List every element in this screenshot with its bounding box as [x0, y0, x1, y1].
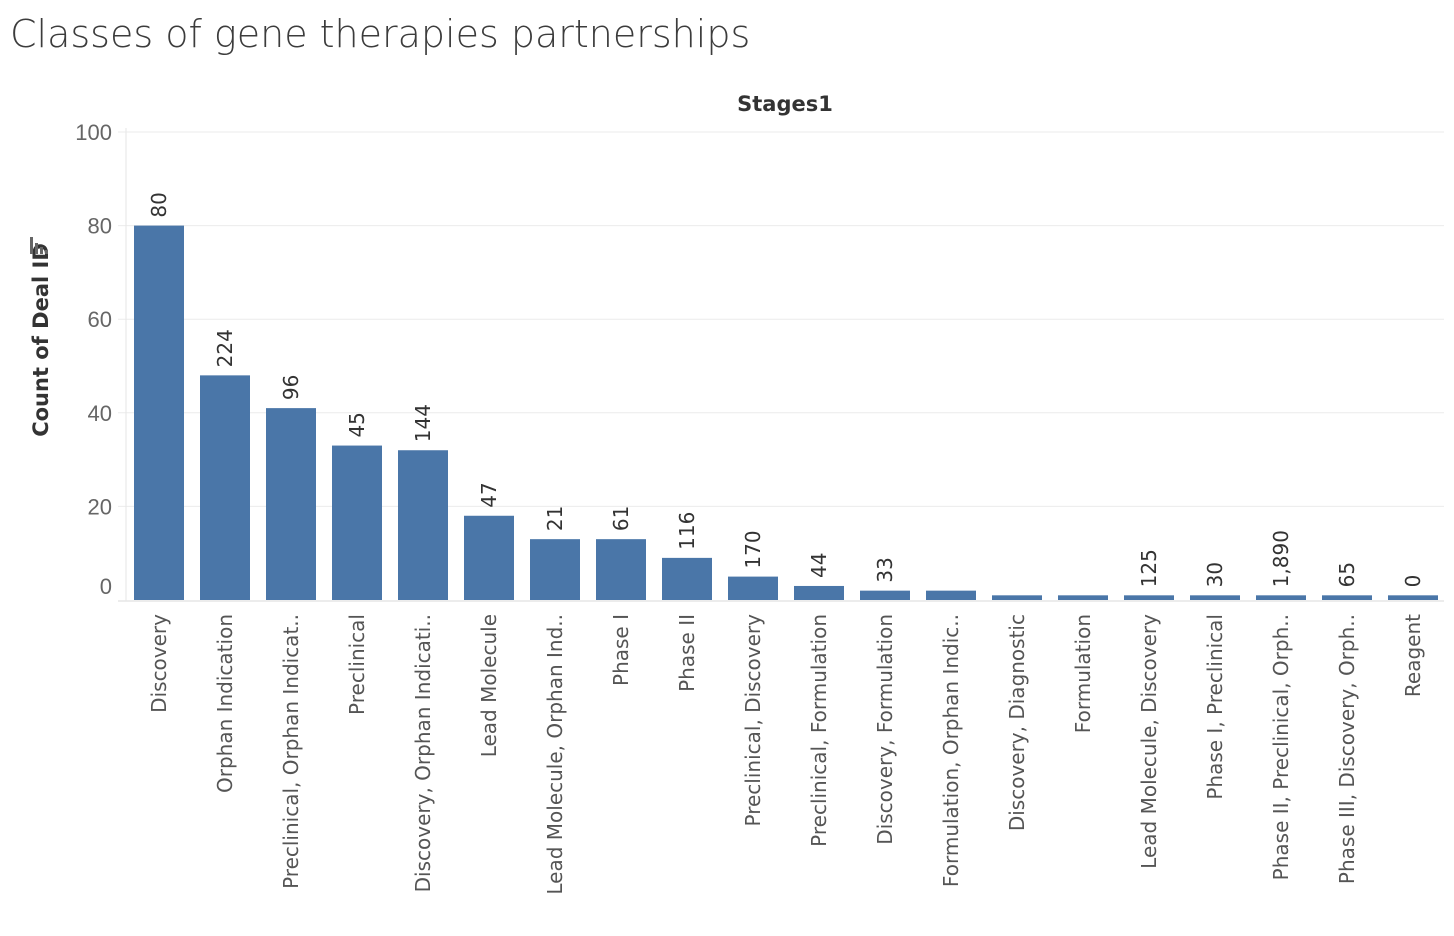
sort-icon[interactable] — [30, 237, 48, 254]
bar[interactable] — [1058, 595, 1108, 600]
data-label: 116 — [675, 512, 699, 550]
data-label: 30 — [1203, 562, 1227, 587]
column-header: Stages1 — [737, 92, 833, 116]
category-label: Phase I, Preclinical — [1203, 614, 1227, 800]
category-label: Lead Molecule — [477, 614, 501, 757]
data-label: 47 — [477, 482, 501, 507]
data-label: 0 — [1401, 575, 1425, 588]
data-label: 33 — [873, 557, 897, 582]
data-label: 61 — [609, 506, 633, 531]
category-label: Phase I — [609, 614, 633, 686]
bar[interactable] — [1190, 595, 1240, 600]
data-labels: 80 224 96 45 144 47 21 61 116 170 44 33 125 30 1,890 65… — [147, 192, 1425, 587]
category-label: Phase II — [675, 614, 699, 692]
data-label: 224 — [213, 329, 237, 367]
data-label: 125 — [1137, 549, 1161, 587]
bar[interactable] — [1322, 595, 1372, 600]
category-label: Formulation, Orphan Indic.. — [939, 614, 963, 887]
category-label: Preclinical, Formulation — [807, 614, 831, 847]
category-label: Phase III, Discovery, Orph.. — [1335, 614, 1359, 884]
category-label: Formulation — [1071, 614, 1095, 733]
data-label: 170 — [741, 530, 765, 568]
data-label: 21 — [543, 506, 567, 531]
bar[interactable] — [728, 576, 778, 600]
chart-title: Classes of gene therapies partnerships — [10, 12, 751, 56]
y-axis-ticks: 0 20 40 60 80 100 — [75, 120, 112, 599]
bar[interactable] — [134, 225, 184, 600]
category-label: Reagent — [1401, 614, 1425, 697]
bar[interactable] — [332, 445, 382, 600]
category-label: Discovery — [147, 614, 171, 713]
bar[interactable] — [992, 595, 1042, 600]
category-label: Phase II, Preclinical, Orph.. — [1269, 614, 1293, 880]
y-tick-label: 60 — [88, 307, 112, 332]
bar[interactable] — [926, 590, 976, 600]
bar[interactable] — [200, 375, 250, 600]
y-tick-label: 0 — [100, 574, 112, 599]
data-label: 1,890 — [1269, 530, 1293, 587]
category-label: Orphan Indication — [213, 614, 237, 793]
bar[interactable] — [398, 450, 448, 600]
y-axis-title: Count of Deal ID — [29, 243, 53, 437]
bar[interactable] — [1388, 595, 1438, 600]
y-tick-label: 100 — [75, 120, 112, 145]
y-tick-label: 20 — [88, 494, 112, 519]
category-label: Lead Molecule, Discovery — [1137, 614, 1161, 869]
category-label: Preclinical, Orphan Indicat.. — [279, 614, 303, 889]
data-label: 45 — [345, 412, 369, 437]
y-tick-label: 40 — [88, 401, 112, 426]
bar[interactable] — [266, 408, 316, 600]
category-label: Discovery, Orphan Indicati.. — [411, 614, 435, 892]
gridlines — [118, 128, 1444, 602]
data-label: 65 — [1335, 562, 1359, 587]
y-tick-label: 80 — [88, 214, 112, 239]
data-label: 96 — [279, 375, 303, 400]
bar[interactable] — [1256, 595, 1306, 600]
bar[interactable] — [530, 539, 580, 600]
bar[interactable] — [596, 539, 646, 600]
bar[interactable] — [860, 590, 910, 600]
bar[interactable] — [794, 585, 844, 600]
category-label: Lead Molecule, Orphan Ind.. — [543, 614, 567, 895]
category-label: Preclinical — [345, 614, 369, 715]
data-label: 44 — [807, 553, 831, 578]
bar[interactable] — [464, 515, 514, 600]
category-labels: Discovery Orphan Indication Preclinical, O… — [147, 614, 1425, 895]
bar[interactable] — [1124, 595, 1174, 600]
bars — [134, 225, 1438, 600]
category-label: Discovery, Formulation — [873, 614, 897, 845]
data-label: 144 — [411, 404, 435, 442]
data-label: 80 — [147, 192, 171, 217]
bar[interactable] — [662, 557, 712, 600]
category-label: Preclinical, Discovery — [741, 614, 765, 827]
category-label: Discovery, Diagnostic — [1005, 614, 1029, 831]
